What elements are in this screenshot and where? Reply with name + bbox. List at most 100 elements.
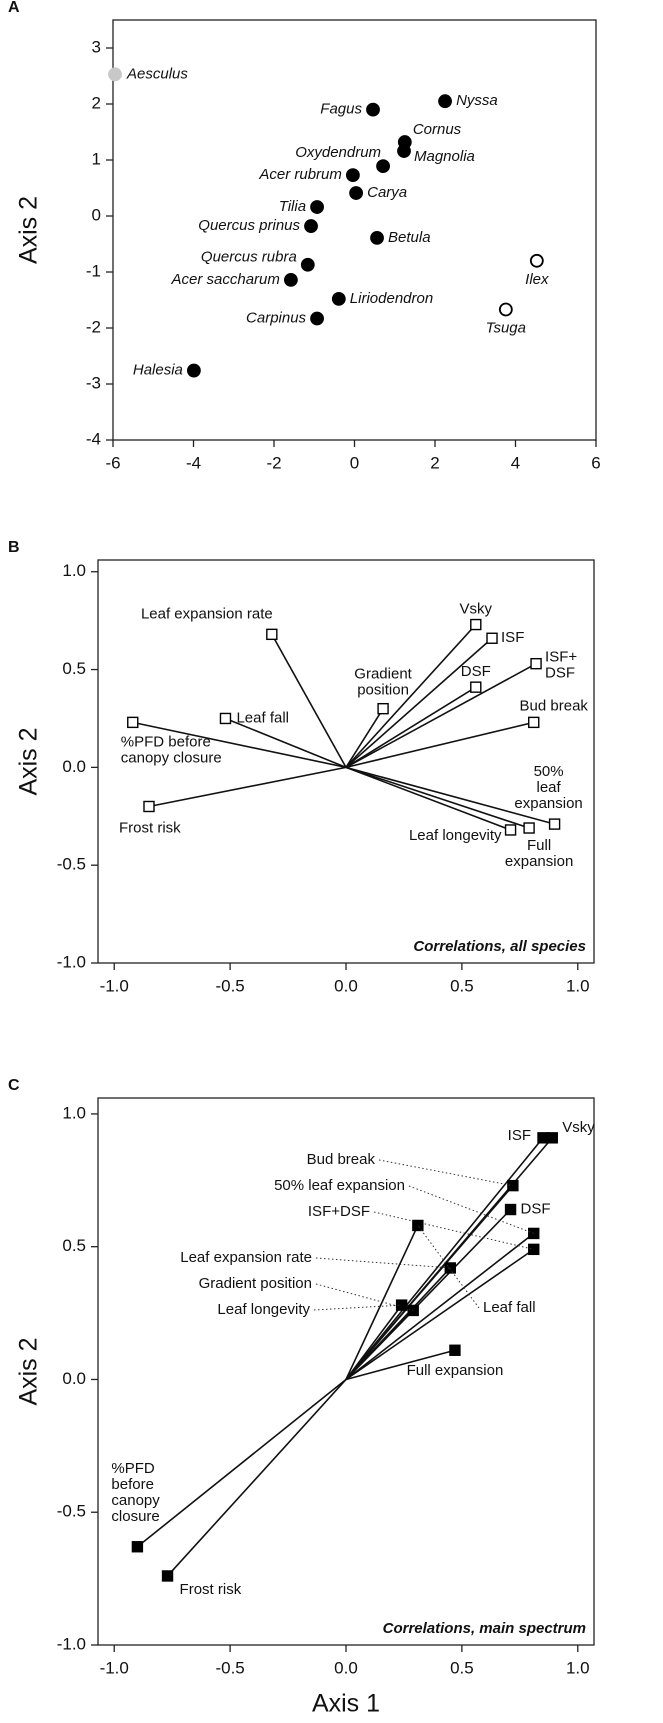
- point: [397, 144, 411, 158]
- point: [345, 168, 360, 183]
- point-label: Gradient position: [354, 666, 412, 699]
- vector-line: [345, 1309, 414, 1381]
- vector-line: [345, 637, 493, 768]
- x-tick-label: -4: [186, 453, 201, 472]
- point: [108, 67, 122, 82]
- x-tick-label: 0.0: [334, 1658, 358, 1677]
- point: [310, 200, 324, 214]
- point-label: Vsky: [460, 601, 493, 618]
- vector-marker: [395, 1299, 408, 1311]
- vector-line: [148, 766, 347, 808]
- point: [498, 302, 513, 317]
- label-line: %PFD before: [121, 733, 211, 750]
- y-tick-label: 0.5: [62, 1236, 86, 1255]
- label-line: DSF: [545, 665, 575, 682]
- point-label: Bud break: [520, 697, 589, 714]
- point-label: Cornus: [413, 121, 462, 138]
- x-tick-label: 0.5: [450, 1658, 474, 1677]
- vector-marker: [523, 822, 535, 834]
- panel-letter: A: [8, 0, 20, 16]
- point: [331, 291, 346, 306]
- vector-marker: [504, 824, 517, 836]
- point: [366, 102, 380, 117]
- vector-line: [225, 717, 347, 769]
- point-label: Leaf longevity: [409, 827, 502, 844]
- point-label: Frost risk: [119, 819, 181, 836]
- vector-marker: [131, 1541, 144, 1553]
- vector-line: [345, 721, 534, 769]
- y-tick-label: -3: [86, 373, 101, 392]
- point-label: ISF+DSF: [545, 649, 577, 682]
- point-label: Full expansion: [407, 1362, 504, 1379]
- y-tick-label: -0.5: [57, 855, 86, 874]
- vector-line: [345, 1232, 535, 1381]
- label-line: ISF+: [545, 649, 577, 666]
- vector-marker: [546, 1132, 558, 1144]
- point-label: Bud break: [307, 1151, 376, 1168]
- point: [284, 272, 298, 287]
- x-tick-label: 4: [511, 453, 520, 472]
- vector-marker: [486, 632, 498, 644]
- y-tick-label: 0.5: [62, 659, 86, 678]
- point-label: Ilex: [525, 271, 549, 288]
- x-tick-label: -1.0: [100, 976, 129, 995]
- vector-line: [345, 1304, 403, 1380]
- panel-letter: B: [8, 539, 20, 556]
- label-line: expansion: [514, 795, 582, 812]
- label-line: leaf: [537, 779, 562, 796]
- y-tick-label: 1.0: [62, 1103, 86, 1122]
- label-line: Gradient: [354, 666, 412, 683]
- leader-line: [417, 1225, 480, 1309]
- point-label: %PFD before canopy closure: [111, 1460, 160, 1525]
- point-label: Halesia: [133, 362, 183, 379]
- label-line: canopy: [111, 1492, 160, 1509]
- vector-line: [345, 624, 477, 768]
- point-label: Frost risk: [180, 1581, 242, 1598]
- vector-marker: [449, 1344, 461, 1356]
- vector-line: [345, 708, 384, 768]
- y-axis-title: Axis 2: [15, 1337, 43, 1405]
- vector-line: [345, 766, 511, 831]
- point-label: Tilia: [279, 198, 306, 215]
- label-line: expansion: [505, 853, 573, 870]
- point-label: Fagus: [320, 101, 362, 118]
- x-tick-label: 2: [430, 453, 439, 472]
- x-tick-label: -1.0: [100, 1658, 129, 1677]
- y-axis-title: Axis 2: [15, 196, 43, 264]
- point: [370, 230, 384, 245]
- y-tick-label: 1: [92, 149, 101, 168]
- x-tick-label: 1.0: [566, 976, 590, 995]
- label-line: %PFD: [111, 1460, 155, 1477]
- point-label: Leaf fall: [483, 1299, 536, 1316]
- vector-marker: [412, 1219, 424, 1232]
- y-tick-label: -1: [86, 261, 101, 280]
- vector-line: [345, 766, 530, 829]
- label-line: Full: [527, 837, 551, 854]
- x-tick-label: 0.0: [334, 976, 358, 995]
- vector-marker: [548, 818, 561, 830]
- point: [187, 363, 201, 378]
- point: [304, 219, 318, 233]
- label-line: position: [357, 682, 409, 699]
- x-tick-label: -6: [105, 453, 120, 472]
- x-tick-label: 0.5: [450, 976, 474, 995]
- x-tick-label: 0: [350, 453, 359, 472]
- vector-line: [271, 633, 347, 768]
- plot-frame: [112, 19, 597, 441]
- vector-marker: [161, 1570, 174, 1582]
- point-label: Leaf expansion rate: [141, 605, 273, 622]
- point-label: Vsky: [562, 1119, 595, 1136]
- point-label: Liriodendron: [350, 290, 433, 307]
- point-label: DSF: [461, 663, 491, 680]
- x-tick-label: -2: [266, 453, 281, 472]
- y-tick-label: 0.0: [62, 1369, 86, 1388]
- label-line: before: [111, 1476, 154, 1493]
- y-axis-title: Axis 2: [15, 727, 43, 795]
- point-label: Full expansion: [505, 837, 573, 870]
- y-tick-label: -0.5: [57, 1502, 86, 1521]
- point-label: Betula: [388, 229, 431, 246]
- point-label: Gradient position: [199, 1275, 312, 1292]
- point: [300, 257, 315, 272]
- annotation: Correlations, main spectrum: [383, 1620, 586, 1637]
- point-label: Acer rubrum: [258, 166, 342, 183]
